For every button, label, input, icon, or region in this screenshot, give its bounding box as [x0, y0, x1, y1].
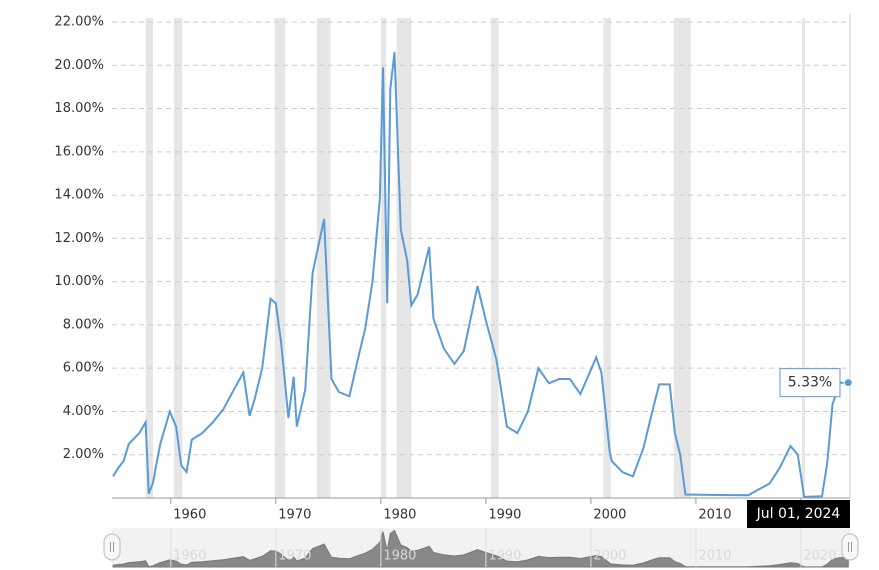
x-tick-label: 1960 — [173, 508, 206, 523]
recession-band — [274, 18, 286, 498]
navigator-tick-label: 2010 — [698, 549, 731, 564]
x-tick-label: 2000 — [593, 508, 626, 523]
navigator: 1960 1970 1980 1990 2000 2010 2020 — [103, 528, 859, 568]
y-tick-label: 22.00% — [54, 15, 104, 30]
value-callout-box — [779, 368, 841, 398]
y-tick-label: 4.00% — [63, 404, 104, 419]
y-tick-label: 8.00% — [63, 317, 104, 332]
recession-band — [396, 18, 412, 498]
x-tick-label: 1980 — [383, 508, 416, 523]
rate-line — [112, 52, 849, 498]
navigator-handle[interactable] — [103, 533, 121, 561]
navigator-handle[interactable] — [841, 533, 859, 561]
navigator-tick-label: 1970 — [278, 549, 311, 564]
date-callout-box — [747, 500, 850, 528]
y-tick-label: 14.00% — [54, 188, 104, 203]
x-tick-label: 2010 — [698, 508, 731, 523]
last-point — [843, 378, 853, 388]
y-tick-label: 2.00% — [63, 447, 104, 462]
navigator-area — [112, 529, 849, 568]
recession-band — [173, 18, 183, 498]
recession-band — [802, 18, 806, 498]
value-callout: 5.33% — [788, 375, 832, 391]
recession-band — [603, 18, 611, 498]
y-tick-label: 12.00% — [54, 231, 104, 246]
navigator-tick-label: 2000 — [593, 549, 626, 564]
recession-band — [380, 18, 387, 498]
date-callout: Jul 01, 2024 — [756, 506, 841, 522]
y-tick-label: 20.00% — [54, 58, 104, 73]
navigator-tick-label: 1980 — [383, 549, 416, 564]
navigator-tick-label: 2020 — [803, 549, 836, 564]
navigator-tick-label: 1990 — [488, 549, 521, 564]
x-tick-label: 1990 — [488, 508, 521, 523]
y-tick-label: 6.00% — [63, 361, 104, 376]
recession-band — [491, 18, 499, 498]
recession-band — [316, 18, 331, 498]
y-tick-label: 10.00% — [54, 274, 104, 289]
x-tick-label: 1970 — [278, 508, 311, 523]
y-tick-label: 16.00% — [54, 144, 104, 159]
recession-band — [673, 18, 691, 498]
navigator-tick-label: 1960 — [173, 549, 206, 564]
y-tick-label: 18.00% — [54, 101, 104, 116]
recession-band — [145, 18, 153, 498]
